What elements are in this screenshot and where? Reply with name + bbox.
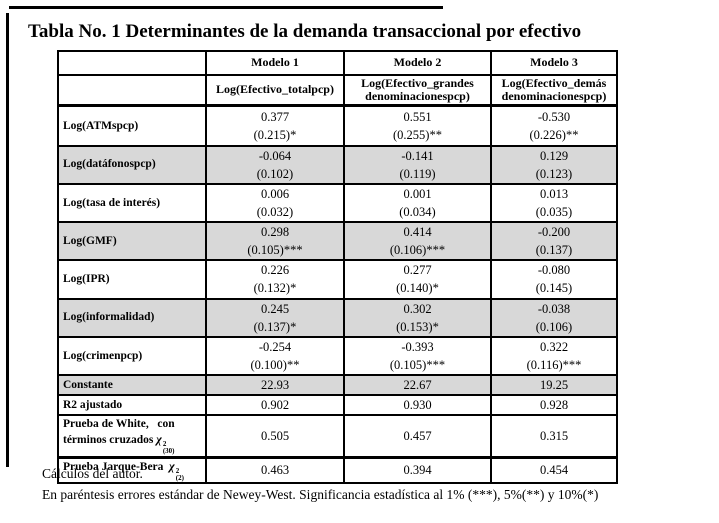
scan-border-top (9, 6, 443, 9)
cell-value: 0.006 (0.032) (256, 186, 294, 219)
table-row: Log(ATMspcp) 0.377 (0.215)* 0.551 (0.255)*… (57, 104, 618, 147)
table-row: Log(IPR) 0.226 (0.132)* 0.277 (0.140)* -0.… (57, 259, 618, 300)
row-label: Log(IPR) (63, 273, 110, 286)
row-label: Log(ATMspcp) (63, 119, 139, 132)
header-modelo-1: Modelo 1 (251, 55, 299, 70)
footnote-source: Cálculos del autor. (42, 466, 143, 481)
header-empty-cell (57, 74, 207, 107)
table-row: Log(tasa de interés) 0.006 (0.032) 0.001(… (57, 182, 618, 224)
cell-value: 0.013 (0.035) (535, 186, 573, 219)
cell-value: 0.298 (0.105)*** (247, 225, 303, 258)
cell-value: 0.129 (0.123) (535, 148, 573, 181)
cell-value: 0.001 (0.034) (399, 186, 436, 219)
cell-value: 22.93 (260, 378, 290, 392)
scan-border-left (6, 13, 9, 467)
depvar-modelo-3: Log(Efectivo_demás denominacionespcp) (501, 75, 607, 103)
depvar-modelo-1: Log(Efectivo_totalpcp) (216, 82, 334, 97)
cell-value: -0.200 (0.137) (535, 225, 573, 258)
cell-value: 0.377 (0.215)* (253, 109, 297, 142)
cell-value: 0.902 (260, 398, 290, 413)
row-label: Log(informalidad) (63, 311, 155, 324)
cell-value: 0.315 (539, 428, 569, 443)
cell-value: -0.141 (0.119) (399, 148, 436, 181)
row-label: Log(crimenpcp) (63, 349, 143, 362)
cell-value: 0.463 (260, 463, 290, 478)
regression-table: Modelo 1 Modelo 2 Modelo 3 Log(Efectivo_… (57, 50, 618, 484)
cell-value: 0.454 (539, 463, 569, 478)
footnote-significance: En paréntesis errores estándar de Newey-… (42, 487, 599, 502)
header-empty-cell (57, 50, 207, 76)
cell-value: -0.530 (0.226)** (529, 109, 579, 142)
table-title: Tabla No. 1 Determinantes de la demanda … (28, 21, 582, 42)
row-label: R2 ajustado (63, 399, 123, 411)
cell-value: 0.226 (0.132)* (253, 263, 297, 296)
cell-value: -0.080 (0.145) (535, 263, 573, 296)
cell-value: -0.038 (0.106) (535, 301, 573, 334)
header-modelo-2: Modelo 2 (393, 55, 442, 70)
row-label: Constante (63, 378, 113, 391)
cell-value: -0.254 (0.100)** (250, 339, 300, 372)
cell-value: 19.25 (539, 378, 569, 392)
header-modelo-3: Modelo 3 (530, 55, 578, 70)
row-label: Log(datáfonospcp) (63, 158, 156, 171)
cell-value: 0.928 (539, 398, 569, 413)
cell-value: 22.67 (403, 378, 432, 392)
table-row: Log(informalidad) 0.245 (0.137)* 0.302 (0.… (57, 297, 618, 338)
cell-value: 0.302 (0.153)* (396, 301, 439, 334)
row-label: Log(GMF) (63, 234, 117, 247)
cell-value: 0.551 (0.255)** (393, 109, 442, 142)
header-row-depvars: Log(Efectivo_totalpcp) Log(Efectivo_gran… (57, 74, 618, 107)
table-row: Log(datáfonospcp) -0.064 (0.102) -0.141 (0… (57, 144, 618, 185)
cell-value: 0.930 (403, 398, 432, 413)
header-row-models: Modelo 1 Modelo 2 Modelo 3 (57, 50, 618, 76)
cell-value: 0.245 (0.137)* (253, 301, 297, 334)
chi-squared-symbol: χ 2 (30) (156, 431, 175, 455)
cell-value: 0.277 (0.140)* (396, 263, 439, 296)
cell-value: -0.393 (0.105)*** (389, 339, 446, 372)
cell-value: 0.322 (0.116)*** (526, 339, 582, 372)
cell-value: 0.457 (403, 428, 432, 443)
chi-squared-symbol: χ 2 (2) (169, 458, 184, 482)
cell-value: 0.414 (0.106)*** (389, 225, 446, 258)
table-row: Log(crimenpcp) -0.254 (0.100)** -0.393 (0.… (57, 335, 618, 377)
depvar-modelo-2: Log(Efectivo_grandes denominacionespcp) (361, 75, 474, 103)
row-label: Prueba Jarque-Bera χ 2 (2) (63, 458, 184, 482)
cell-value: 0.394 (403, 463, 432, 478)
cell-value: 0.505 (260, 428, 290, 443)
cell-value: -0.064 (0.102) (256, 148, 294, 181)
table-row: R2 ajustado 0.902 0.930 0.928 (57, 394, 618, 417)
table-row: Constante 22.93 22.67 19.25 (57, 373, 618, 397)
table-row: Prueba Jarque-Bera χ 2 (2) 0.463 0.394 0.4… (57, 455, 618, 484)
row-label: Log(tasa de interés) (63, 196, 161, 209)
table-row: Log(GMF) 0.298 (0.105)*** 0.414 (0.106)***… (57, 220, 618, 262)
